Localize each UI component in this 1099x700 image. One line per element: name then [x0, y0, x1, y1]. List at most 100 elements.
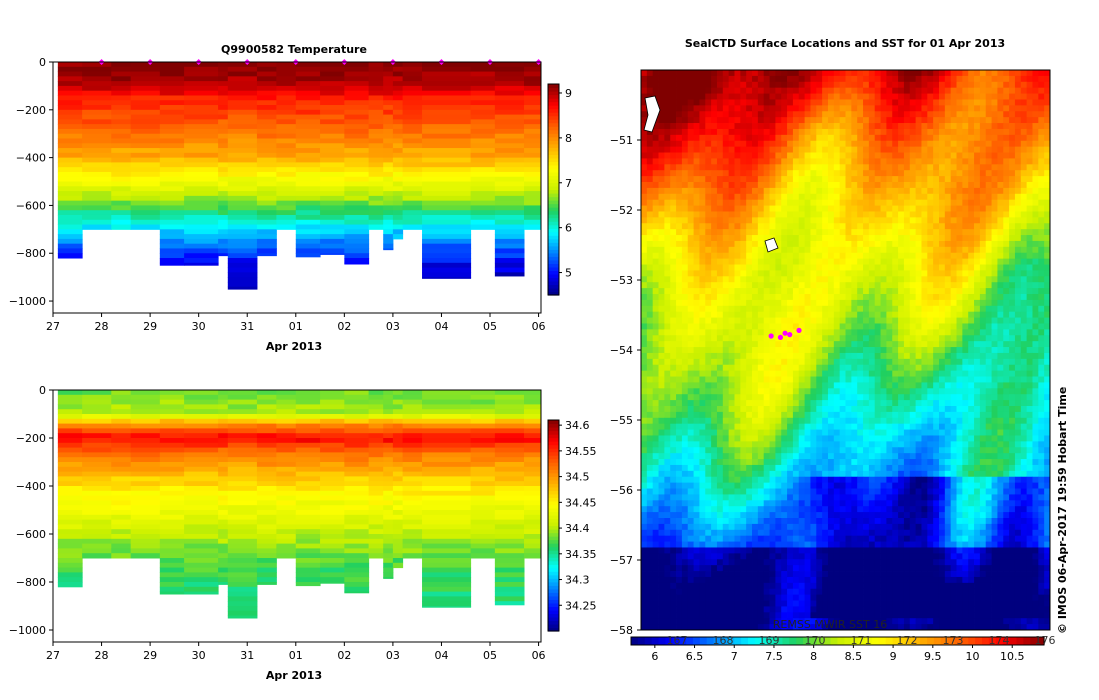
sst-cell [962, 87, 969, 94]
sst-cell [892, 246, 899, 254]
salinity-cell [218, 553, 229, 559]
temperature-cell [524, 90, 542, 96]
salinity-cell [159, 399, 185, 405]
sst-cell [646, 211, 654, 218]
temperature-cell [320, 229, 345, 235]
temperature-cbar-step [548, 171, 559, 177]
salinity-cbar-step [548, 585, 559, 590]
temperature-cell [111, 191, 132, 197]
salinity-cell [295, 466, 321, 473]
sst-cell [652, 317, 659, 324]
salinity-cell [383, 562, 394, 569]
salinity-cell [218, 390, 229, 396]
temperature-cell [184, 114, 219, 120]
sst-cell [968, 187, 975, 195]
sst-cell [1032, 199, 1039, 206]
sst-cell [886, 223, 893, 230]
salinity-cell [524, 510, 542, 516]
salinity-cell [402, 481, 423, 487]
sst-cell [722, 294, 730, 301]
temperature-cell [82, 128, 112, 135]
sst-cell [927, 140, 934, 148]
sst-cell [693, 258, 700, 265]
temperature-cell [130, 100, 161, 106]
salinity-cell [227, 514, 258, 521]
sst-cell [781, 81, 788, 89]
salinity-cell [344, 399, 370, 405]
temperature-cell [159, 234, 185, 240]
temperature-cell [422, 171, 472, 178]
sst-cell [763, 229, 770, 236]
salinity-cell [218, 490, 229, 497]
sst-cell [851, 111, 858, 118]
sst-cell [757, 294, 765, 301]
sst-cell [921, 123, 928, 130]
temperature-cell [320, 238, 345, 245]
sst-cell [927, 164, 934, 171]
sst-cell [740, 70, 747, 77]
temperature-cell [111, 81, 132, 87]
sst-cell [950, 128, 957, 136]
sst-cell [968, 140, 975, 148]
sst-cell [798, 75, 805, 83]
sst-cell [681, 305, 689, 313]
temperature-cell [111, 152, 132, 159]
sst-cell [722, 323, 730, 330]
sst-cell [944, 182, 952, 189]
sst-cell [979, 128, 987, 136]
sst-cell [839, 146, 846, 153]
temperature-cell [218, 171, 229, 178]
salinity-cell [494, 462, 525, 468]
temperature-cell [344, 167, 370, 173]
sst-cell [915, 87, 922, 94]
temperature-cell [295, 66, 321, 73]
salinity-cell [344, 486, 370, 492]
sst-cell [974, 81, 981, 89]
sst-cell [944, 146, 952, 153]
temperature-cbar-step [548, 161, 559, 166]
sst-cell [757, 146, 765, 153]
temperature-cell [402, 162, 423, 168]
sst-cell [1026, 128, 1033, 136]
sst-cell [775, 187, 782, 195]
sst-cell [974, 317, 981, 324]
sst-cell [968, 223, 975, 230]
temperature-cell [57, 90, 83, 96]
sst-cell [711, 123, 718, 130]
sst-cell [734, 123, 741, 130]
sst-cell [822, 182, 829, 189]
sst-cell [646, 276, 654, 283]
sst-cell [868, 270, 876, 277]
sst-cell [892, 264, 899, 271]
sst-cell [787, 111, 794, 118]
sst-cell [997, 75, 1004, 83]
sst-cell [827, 81, 835, 89]
temperature-cell [159, 167, 185, 173]
sst-cell [921, 305, 928, 313]
sst-cell [816, 193, 823, 201]
sst-cell [1009, 258, 1016, 265]
sst-cell [921, 176, 928, 183]
salinity-cbar-step [548, 493, 559, 498]
sst-cell [757, 182, 765, 189]
sst-cell [950, 229, 957, 236]
sst-cell [827, 282, 835, 289]
sst-cell [670, 235, 677, 242]
temperature-cell [256, 62, 277, 68]
temperature-cell [256, 186, 277, 192]
temperature-cell [159, 90, 185, 96]
sst-cell [845, 182, 852, 189]
sst-cell [833, 193, 841, 201]
sst-cell [909, 176, 917, 183]
sst-cell [722, 235, 730, 242]
temperature-cell [159, 258, 185, 264]
salinity-cell [470, 394, 496, 401]
sst-cell [757, 311, 765, 318]
sst-cell [746, 123, 753, 130]
sst-cell [991, 170, 998, 177]
sst-cell [734, 193, 741, 201]
sst-cell [775, 317, 782, 324]
sst-cell [693, 187, 700, 195]
salinity-cell [402, 538, 423, 545]
temperature-cell [344, 258, 370, 264]
